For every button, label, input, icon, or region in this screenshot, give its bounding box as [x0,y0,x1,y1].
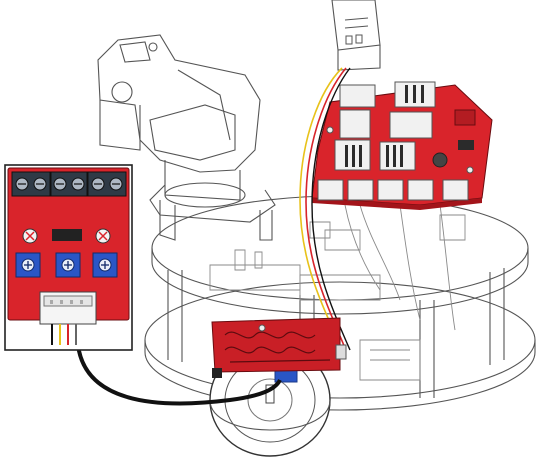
mount-plate [209,264,301,291]
trimmer-row [22,228,111,244]
usb-port [324,229,361,251]
jst-connector-icon [39,291,97,325]
trimmer-potentiometer-icon [15,252,118,278]
connector-1 [317,179,344,201]
connector-2 [347,179,374,201]
connector-3 [377,179,404,201]
controller-board [311,81,493,210]
inset-wires [51,324,77,345]
top-plate [151,195,529,301]
sensor-wires [299,67,351,351]
line-sensor-stick [331,0,381,71]
lower-bracket [359,339,421,381]
ic-chip-icon [52,229,82,241]
robot-chassis [144,195,536,411]
front-connectors [317,179,469,201]
bottom-plate-edge [144,340,536,411]
pin-headers [334,81,436,171]
inset-module [4,164,133,351]
battery-holder [299,274,381,301]
capacitor [432,152,448,168]
connector-5 [442,179,469,201]
servo-arm [97,34,276,241]
connector-4 [407,179,434,201]
top-plate-edge [151,248,529,315]
screw-terminal-icon [11,171,127,197]
motor-driver-board [211,317,347,378]
black-cable [76,344,282,406]
